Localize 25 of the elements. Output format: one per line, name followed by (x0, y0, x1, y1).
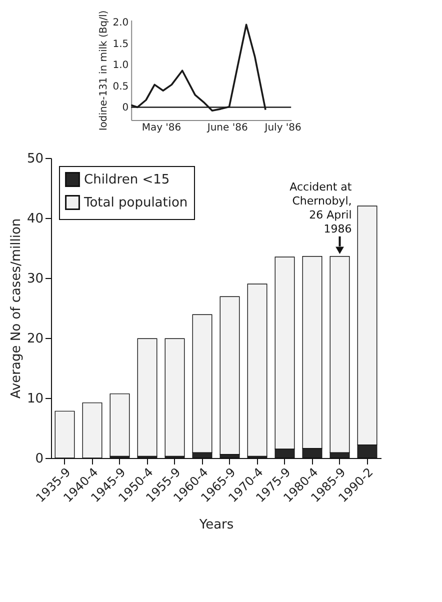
x-axis-title: Years (198, 517, 234, 532)
x-tick-label: June '86 (206, 122, 248, 134)
legend-label: Total population (83, 196, 188, 210)
bar (247, 284, 268, 457)
y-tick-label: 50 (26, 152, 44, 166)
y-axis-title: Iodine-131 in milk (Bq/l) (98, 10, 110, 131)
y-tick-label: 0 (122, 102, 129, 114)
y-tick-label: 0 (35, 452, 44, 466)
bar (110, 393, 130, 457)
y-tick-label: 10 (26, 392, 44, 406)
y-tick-label: 0.5 (112, 81, 129, 92)
y-tick-label: 1.5 (112, 38, 129, 50)
y-tick-label: 20 (26, 332, 44, 346)
bar (220, 296, 240, 455)
legend-label: Children <15 (84, 172, 170, 188)
y-tick-label: 30 (26, 272, 44, 286)
bar (164, 338, 185, 457)
x-tick-label: May '86 (142, 122, 182, 134)
y-axis-title: Average No of cases/million (8, 218, 24, 399)
y-tick-label: 1.0 (112, 60, 129, 72)
annotation: Accident at Chernobyl, 26 April 1986 (290, 180, 352, 236)
bar (137, 338, 158, 457)
y-tick-label: 40 (26, 212, 44, 226)
y-tick-label: 2.0 (112, 18, 129, 29)
x-tick-label: July '86 (264, 122, 302, 134)
